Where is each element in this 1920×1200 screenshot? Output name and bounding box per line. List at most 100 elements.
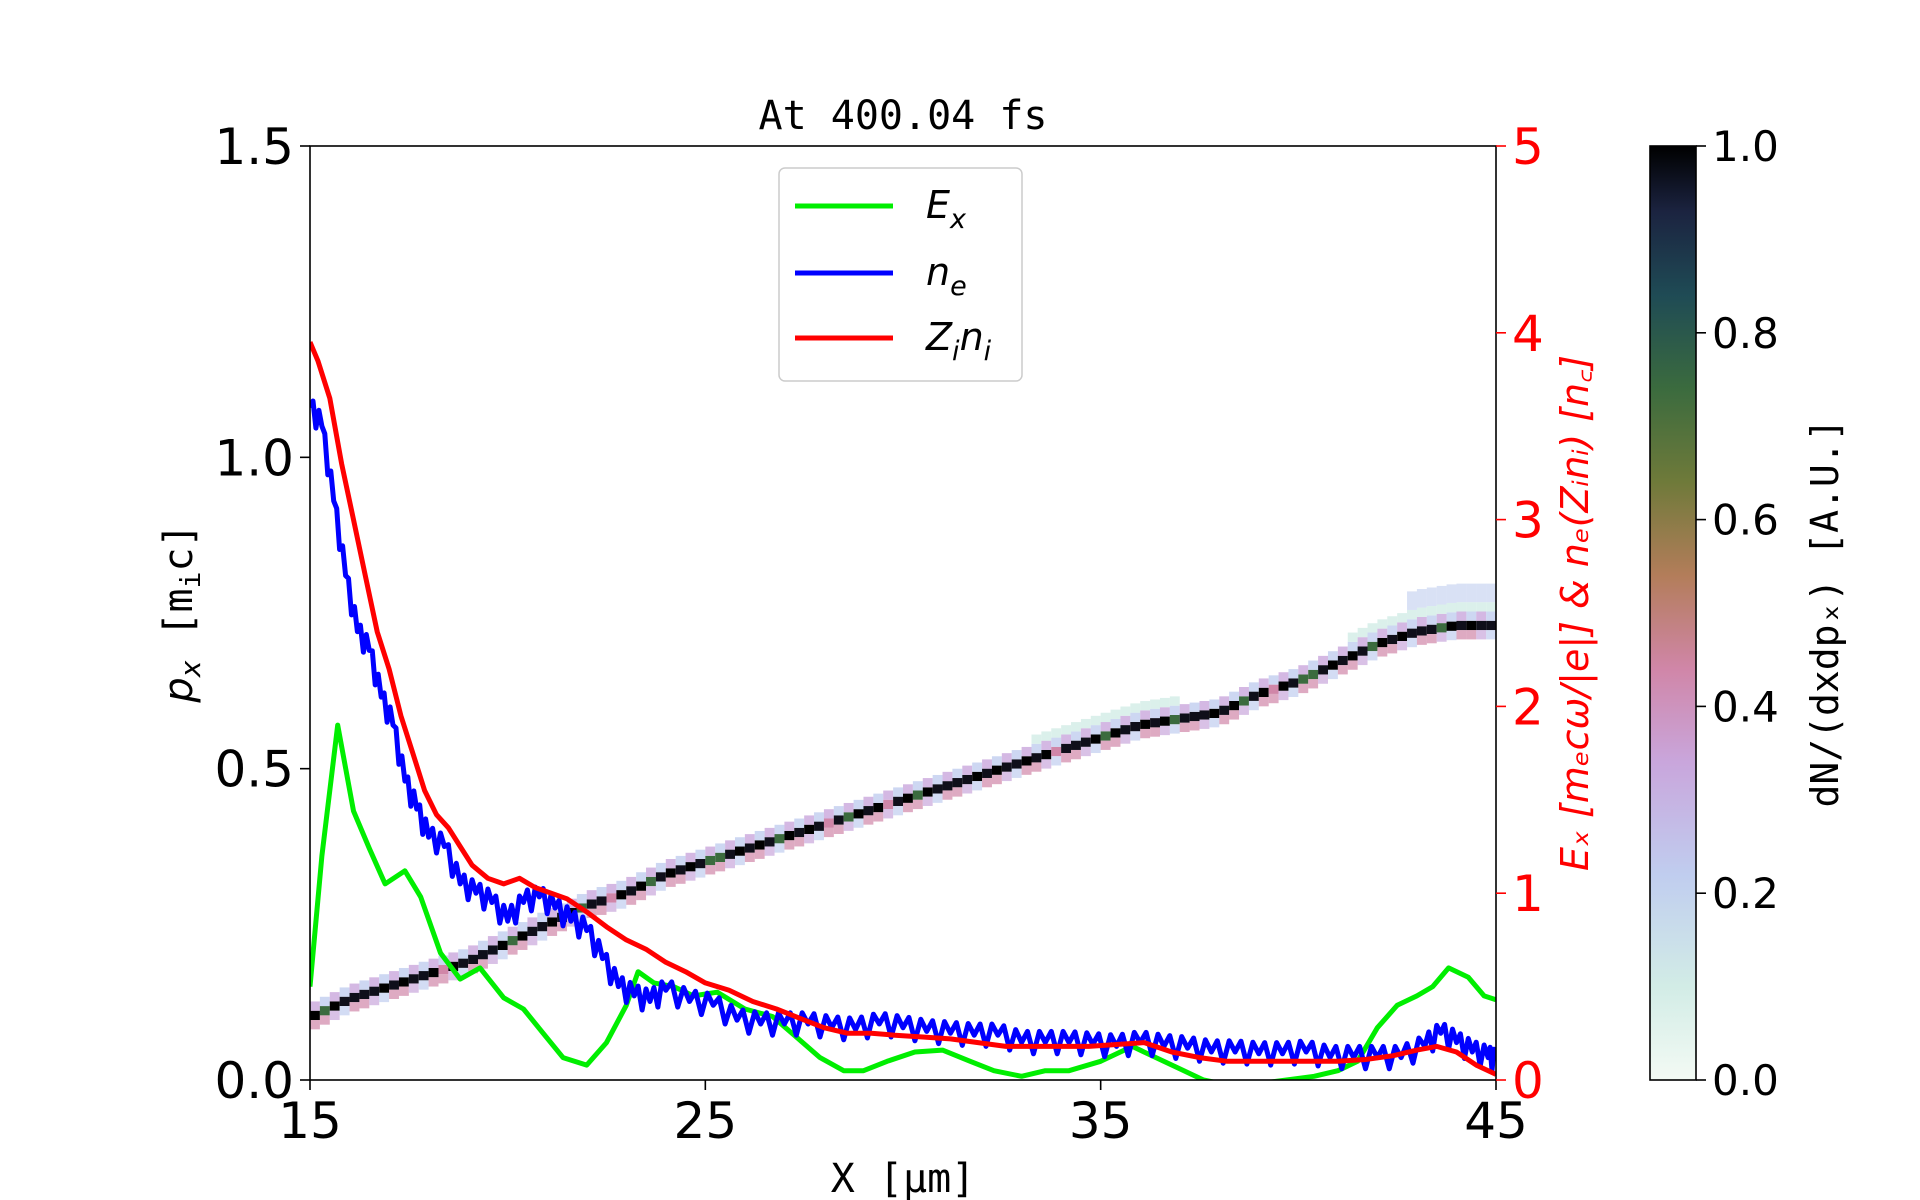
heatmap-cell [1397,613,1408,623]
heatmap-cell [1189,702,1200,712]
heatmap-cell [1347,660,1358,670]
heatmap-cell [1061,743,1072,754]
heatmap-cell [418,980,429,990]
heatmap-cell [1397,641,1408,651]
heatmap-cell [893,796,904,807]
heatmap-cell [616,890,627,900]
heatmap-cell [408,964,419,975]
heatmap-cell [853,818,864,828]
heatmap-cell [1179,722,1190,733]
zini-line [310,341,1496,1077]
heatmap-cell [665,877,676,887]
y-right-tick-label: 3 [1512,492,1544,550]
heatmap-cell [972,762,983,772]
heatmap-cell [991,765,1002,775]
heatmap-cell [1001,771,1012,782]
heatmap-cell [1021,756,1032,766]
heatmap-cell [1120,715,1131,726]
heatmap-cell [883,799,894,810]
legend: Ex ne Zini [778,167,1023,382]
heatmap-cell [1130,712,1141,722]
heatmap-cell [547,926,558,936]
heatmap-cell [1031,734,1042,744]
heatmap-cell [823,818,834,828]
heatmap-cell [833,824,844,834]
heatmap-cell [952,787,963,797]
heatmap-cell [744,834,755,844]
heatmap-cell [1407,591,1417,610]
heatmap-cell [1466,583,1477,603]
heatmap-cell [1150,718,1160,728]
heatmap-cell [468,964,479,974]
heatmap-cell [596,905,607,915]
heatmap-cell [1140,728,1151,739]
heatmap-cell [1051,756,1062,766]
colorbar-tick-label: 0.8 [1712,309,1779,358]
heatmap-cell [1021,765,1032,775]
heatmap-cell [586,890,597,900]
heatmap-cell [1219,705,1230,715]
heatmap-cell [922,778,933,788]
heatmap-cell [1001,762,1012,772]
heatmap-cell [705,865,716,875]
heatmap-cell [1199,719,1210,729]
heatmap-cell [1416,616,1427,627]
heatmap-cell [932,793,943,803]
heatmap-cell [1169,724,1180,734]
heatmap-cell [695,849,706,859]
heatmap-cell [1159,707,1170,717]
heatmap-cell [1061,753,1072,763]
heatmap-cell [1011,750,1022,760]
heatmap-cell [1150,708,1160,719]
heatmap-cell [1377,647,1388,657]
heatmap-cell [893,787,904,797]
y-right-axis-label: Eₓ [mₑcω/|e|] & nₑ(Zᵢnᵢ) [n꜀] [1553,355,1598,871]
x-axis-label: X [μm] [831,1156,976,1200]
heatmap-cell [833,815,844,825]
y-left-tick-label: 0.0 [214,1052,294,1110]
heatmap-cell [1100,731,1111,741]
heatmap-cell [764,827,775,838]
heatmap-cell [1130,703,1141,713]
heatmap-cell [833,806,844,816]
legend-box [778,167,1023,382]
heatmap-cell [448,952,459,962]
heatmap-cell [507,926,518,937]
heatmap-cell [705,846,716,856]
heatmap-cell [408,983,419,993]
colorbar-tick-label: 0.0 [1712,1056,1779,1105]
heatmap-cell [655,881,666,891]
heatmap-cell [794,827,805,838]
heatmap-cell [982,768,992,778]
heatmap-cell [952,768,963,779]
y-left-tick-label: 1.0 [214,429,294,487]
heatmap-cell [1436,613,1447,624]
heatmap-cell [1416,589,1427,608]
heatmap-cell [912,781,923,791]
heatmap-cell [1407,628,1417,638]
heatmap-cell [537,922,548,932]
heatmap-cell [823,827,834,838]
legend-entry-zini: Zini [795,315,992,367]
heatmap-cell [725,840,735,850]
heatmap-cell [1426,615,1437,625]
heatmap-cell [1327,669,1338,680]
heatmap-cell [1258,697,1269,707]
heatmap-cell [359,999,370,1009]
heatmap-cell [991,774,1002,785]
heatmap-cell [1318,674,1328,684]
heatmap-cell [794,837,805,847]
heatmap-cell [744,843,755,853]
heatmap-cell [873,812,884,822]
colorbar-ticks: 0.0 0.2 0.4 0.6 0.8 1.0 [1696,122,1779,1105]
heatmap-cell [1001,753,1012,763]
heatmap-cell [1416,607,1427,617]
heatmap-cell [715,852,726,863]
heatmap-cell [458,949,469,959]
heatmap-cell [1486,583,1496,603]
heatmap-cell [1446,612,1457,622]
heatmap-cell [982,759,992,769]
heatmap-cell [1367,641,1378,652]
heatmap-cell [1199,710,1210,720]
heatmap-cell [408,974,419,984]
